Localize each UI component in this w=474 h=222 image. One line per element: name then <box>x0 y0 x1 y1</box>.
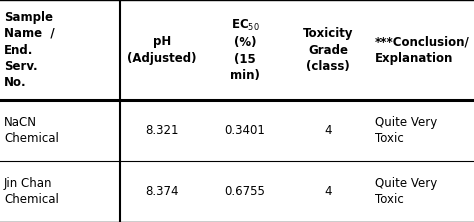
Text: pH
(Adjusted): pH (Adjusted) <box>127 35 197 65</box>
Text: Sample
Name  /
End.
Serv.
No.: Sample Name / End. Serv. No. <box>4 10 55 89</box>
Text: Quite Very
Toxic: Quite Very Toxic <box>375 116 437 145</box>
Text: 4: 4 <box>324 124 332 137</box>
Text: Toxicity
Grade
(class): Toxicity Grade (class) <box>303 27 353 73</box>
Text: EC$_{50}$
(%)
(15
min): EC$_{50}$ (%) (15 min) <box>230 18 260 82</box>
Text: ***Conclusion/
Explanation: ***Conclusion/ Explanation <box>375 35 470 65</box>
Text: 0.3401: 0.3401 <box>225 124 265 137</box>
Text: NaCN
Chemical: NaCN Chemical <box>4 116 59 145</box>
Text: Jin Chan
Chemical: Jin Chan Chemical <box>4 177 59 206</box>
Text: Quite Very
Toxic: Quite Very Toxic <box>375 177 437 206</box>
Text: 4: 4 <box>324 185 332 198</box>
Text: 0.6755: 0.6755 <box>225 185 265 198</box>
Text: 8.374: 8.374 <box>145 185 179 198</box>
Text: 8.321: 8.321 <box>145 124 179 137</box>
